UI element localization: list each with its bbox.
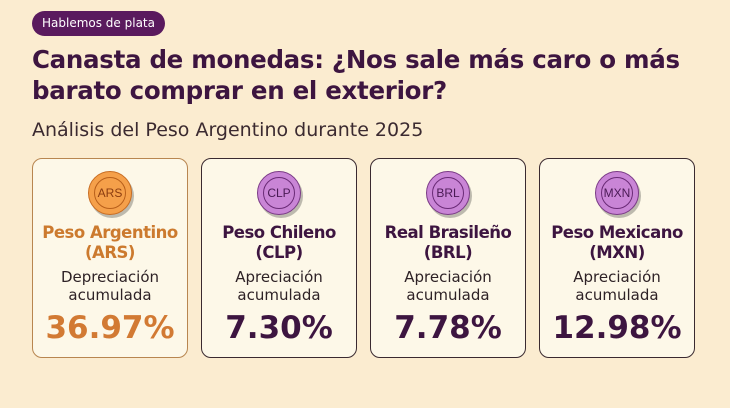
metric-label-line1: Apreciación xyxy=(404,268,492,286)
currency-card-mxn: MXN Peso Mexicano (MXN) Apreciación acum… xyxy=(539,158,695,358)
coin-icon: CLP xyxy=(257,171,301,215)
currency-name: Peso Argentino (ARS) xyxy=(42,223,178,263)
metric-label-line1: Apreciación xyxy=(573,268,661,286)
coin-icon: BRL xyxy=(426,171,470,215)
coin-code: CLP xyxy=(263,177,295,209)
currency-name-line1: Real Brasileño xyxy=(384,223,512,242)
metric-value: 7.30% xyxy=(225,310,333,346)
metric-label: Apreciación acumulada xyxy=(235,268,323,304)
coin-code: BRL xyxy=(432,177,464,209)
currency-name-line2: (BRL) xyxy=(423,243,473,262)
currency-card-brl: BRL Real Brasileño (BRL) Apreciación acu… xyxy=(370,158,526,358)
metric-label-line2: acumulada xyxy=(406,286,490,304)
currency-name-line2: (ARS) xyxy=(85,243,135,262)
currency-cards: ARS Peso Argentino (ARS) Depreciación ac… xyxy=(32,158,695,358)
currency-name-line2: (CLP) xyxy=(255,243,303,262)
currency-name-line2: (MXN) xyxy=(589,243,645,262)
currency-name-line1: Peso Chileno xyxy=(222,223,336,242)
metric-label-line2: acumulada xyxy=(68,286,152,304)
metric-label-line2: acumulada xyxy=(237,286,321,304)
currency-name: Real Brasileño (BRL) xyxy=(385,223,512,263)
category-badge: Hablemos de plata xyxy=(32,11,165,36)
metric-value: 12.98% xyxy=(552,310,682,346)
coin-code: MXN xyxy=(601,177,633,209)
metric-label: Apreciación acumulada xyxy=(404,268,492,304)
metric-label: Apreciación acumulada xyxy=(573,268,661,304)
metric-value: 36.97% xyxy=(45,310,175,346)
metric-label-line2: acumulada xyxy=(575,286,659,304)
coin-icon: ARS xyxy=(88,171,132,215)
page-title: Canasta de monedas: ¿Nos sale más caro o… xyxy=(32,45,680,105)
metric-label-line1: Apreciación xyxy=(235,268,323,286)
currency-name: Peso Chileno (CLP) xyxy=(222,223,336,263)
currency-card-ars: ARS Peso Argentino (ARS) Depreciación ac… xyxy=(32,158,188,358)
coin-code: ARS xyxy=(94,177,126,209)
currency-name-line1: Peso Argentino xyxy=(42,223,178,242)
page-subtitle: Análisis del Peso Argentino durante 2025 xyxy=(32,119,424,141)
currency-card-clp: CLP Peso Chileno (CLP) Apreciación acumu… xyxy=(201,158,357,358)
metric-label-line1: Depreciación xyxy=(60,268,160,286)
metric-value: 7.78% xyxy=(394,310,502,346)
metric-label: Depreciación acumulada xyxy=(61,268,159,304)
currency-name: Peso Mexicano (MXN) xyxy=(551,223,683,263)
coin-icon: MXN xyxy=(595,171,639,215)
currency-name-line1: Peso Mexicano xyxy=(551,223,683,242)
